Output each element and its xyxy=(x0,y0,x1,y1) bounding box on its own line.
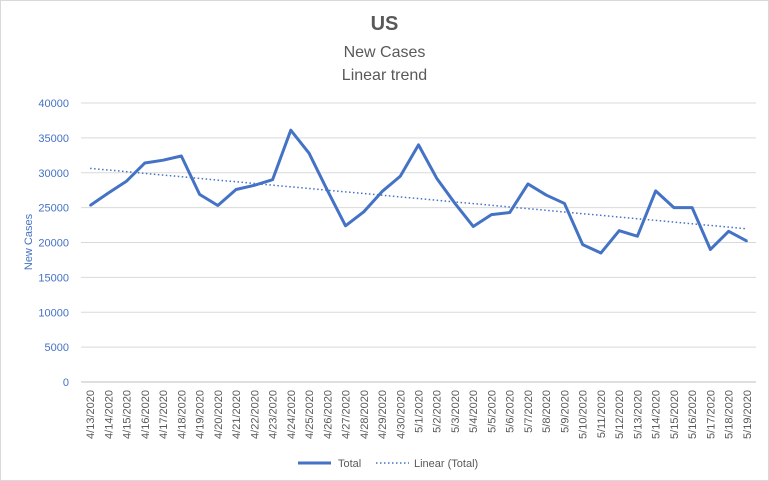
data-point xyxy=(654,189,657,192)
x-tick-label: 4/27/2020 xyxy=(341,390,353,439)
series-line-total xyxy=(89,128,748,255)
x-tick-label: 4/25/2020 xyxy=(304,390,316,439)
x-tick-label: 5/18/2020 xyxy=(724,390,736,439)
data-point xyxy=(362,210,365,213)
data-point xyxy=(381,190,384,193)
x-tick-label: 4/30/2020 xyxy=(395,390,407,439)
data-point xyxy=(344,224,347,227)
y-tick-label: 40000 xyxy=(38,98,69,110)
x-tick-label: 5/19/2020 xyxy=(742,390,754,439)
x-tick-label: 5/5/2020 xyxy=(486,390,498,433)
data-point xyxy=(745,240,748,243)
x-tick-label: 5/1/2020 xyxy=(414,390,426,433)
x-tick-label: 5/9/2020 xyxy=(559,390,571,433)
data-point xyxy=(472,225,475,228)
data-point xyxy=(563,202,566,205)
x-tick-label: 5/2/2020 xyxy=(432,390,444,433)
data-point xyxy=(326,189,329,192)
y-axis-ticks: 0 5000 10000 15000 20000 25000 30000 35000 40000 xyxy=(38,98,69,389)
x-tick-label: 4/20/2020 xyxy=(213,390,225,439)
y-tick-label: 30000 xyxy=(38,168,69,180)
data-point xyxy=(672,206,675,209)
data-point xyxy=(399,175,402,178)
y-tick-label: 5000 xyxy=(45,342,69,354)
y-tick-label: 35000 xyxy=(38,133,69,145)
x-tick-label: 5/4/2020 xyxy=(468,390,480,433)
legend-label-linear: Linear (Total) xyxy=(414,458,478,470)
x-tick-label: 4/29/2020 xyxy=(377,390,389,439)
x-tick-label: 4/16/2020 xyxy=(140,390,152,439)
data-point xyxy=(727,230,730,233)
data-point xyxy=(89,204,92,207)
data-point xyxy=(162,159,165,162)
x-tick-label: 4/19/2020 xyxy=(195,390,207,439)
x-tick-label: 4/28/2020 xyxy=(359,390,371,439)
chart-subtitle-2: Linear trend xyxy=(341,67,428,84)
y-tick-label: 0 xyxy=(63,377,69,389)
data-point xyxy=(143,161,146,164)
y-axis-label: New Cases xyxy=(23,213,35,270)
x-tick-label: 4/21/2020 xyxy=(231,390,243,439)
data-point xyxy=(545,194,548,197)
data-point xyxy=(235,188,238,191)
series-layer xyxy=(89,128,748,255)
data-point xyxy=(581,243,584,246)
data-point xyxy=(180,155,183,158)
x-tick-label: 5/10/2020 xyxy=(578,390,590,439)
x-tick-label: 5/13/2020 xyxy=(632,390,644,439)
x-tick-label: 4/23/2020 xyxy=(268,390,280,439)
data-point xyxy=(271,178,274,181)
x-tick-label: 5/7/2020 xyxy=(523,390,535,433)
x-tick-label: 5/3/2020 xyxy=(450,390,462,433)
x-axis-ticks: 4/13/2020 4/14/2020 4/15/2020 4/16/2020 4/17… xyxy=(85,390,754,439)
data-point xyxy=(216,204,219,207)
y-tick-label: 15000 xyxy=(38,272,69,284)
legend-label-total: Total xyxy=(338,458,361,470)
data-point xyxy=(253,184,256,187)
x-tick-label: 5/11/2020 xyxy=(596,390,608,438)
data-point xyxy=(526,182,529,185)
data-point xyxy=(308,152,311,155)
x-tick-label: 5/8/2020 xyxy=(541,390,553,433)
x-tick-label: 5/15/2020 xyxy=(669,390,681,439)
data-point xyxy=(289,129,292,132)
x-tick-label: 4/15/2020 xyxy=(122,390,134,439)
x-tick-label: 5/14/2020 xyxy=(651,390,663,439)
y-tick-label: 10000 xyxy=(38,307,69,319)
data-point xyxy=(125,180,128,183)
data-point xyxy=(435,177,438,180)
data-point xyxy=(107,191,110,194)
x-tick-label: 4/18/2020 xyxy=(176,390,188,439)
chart-title: US xyxy=(370,13,399,35)
data-point xyxy=(618,229,621,232)
data-point xyxy=(691,206,694,209)
data-point xyxy=(636,235,639,238)
x-tick-label: 5/16/2020 xyxy=(687,390,699,439)
gridlines xyxy=(81,102,756,383)
chart-subtitle-1: New Cases xyxy=(343,44,426,61)
data-point xyxy=(709,248,712,251)
x-tick-label: 4/14/2020 xyxy=(103,390,115,439)
x-tick-label: 5/17/2020 xyxy=(705,390,717,439)
data-point xyxy=(198,193,201,196)
x-tick-label: 5/12/2020 xyxy=(614,390,626,439)
data-point xyxy=(490,213,493,216)
data-point xyxy=(508,211,511,214)
x-tick-label: 4/22/2020 xyxy=(249,390,261,439)
y-tick-label: 20000 xyxy=(38,238,69,250)
x-tick-label: 4/24/2020 xyxy=(286,390,298,439)
y-tick-label: 25000 xyxy=(38,203,69,215)
x-tick-label: 4/26/2020 xyxy=(322,390,334,439)
legend: Total Linear (Total) xyxy=(298,458,478,470)
trendline-linear-total xyxy=(90,167,747,230)
data-point xyxy=(417,143,420,146)
x-tick-label: 5/6/2020 xyxy=(505,390,517,433)
x-tick-label: 4/13/2020 xyxy=(85,390,97,439)
data-point xyxy=(599,251,602,254)
x-tick-label: 4/17/2020 xyxy=(158,390,170,439)
data-point xyxy=(453,202,456,205)
